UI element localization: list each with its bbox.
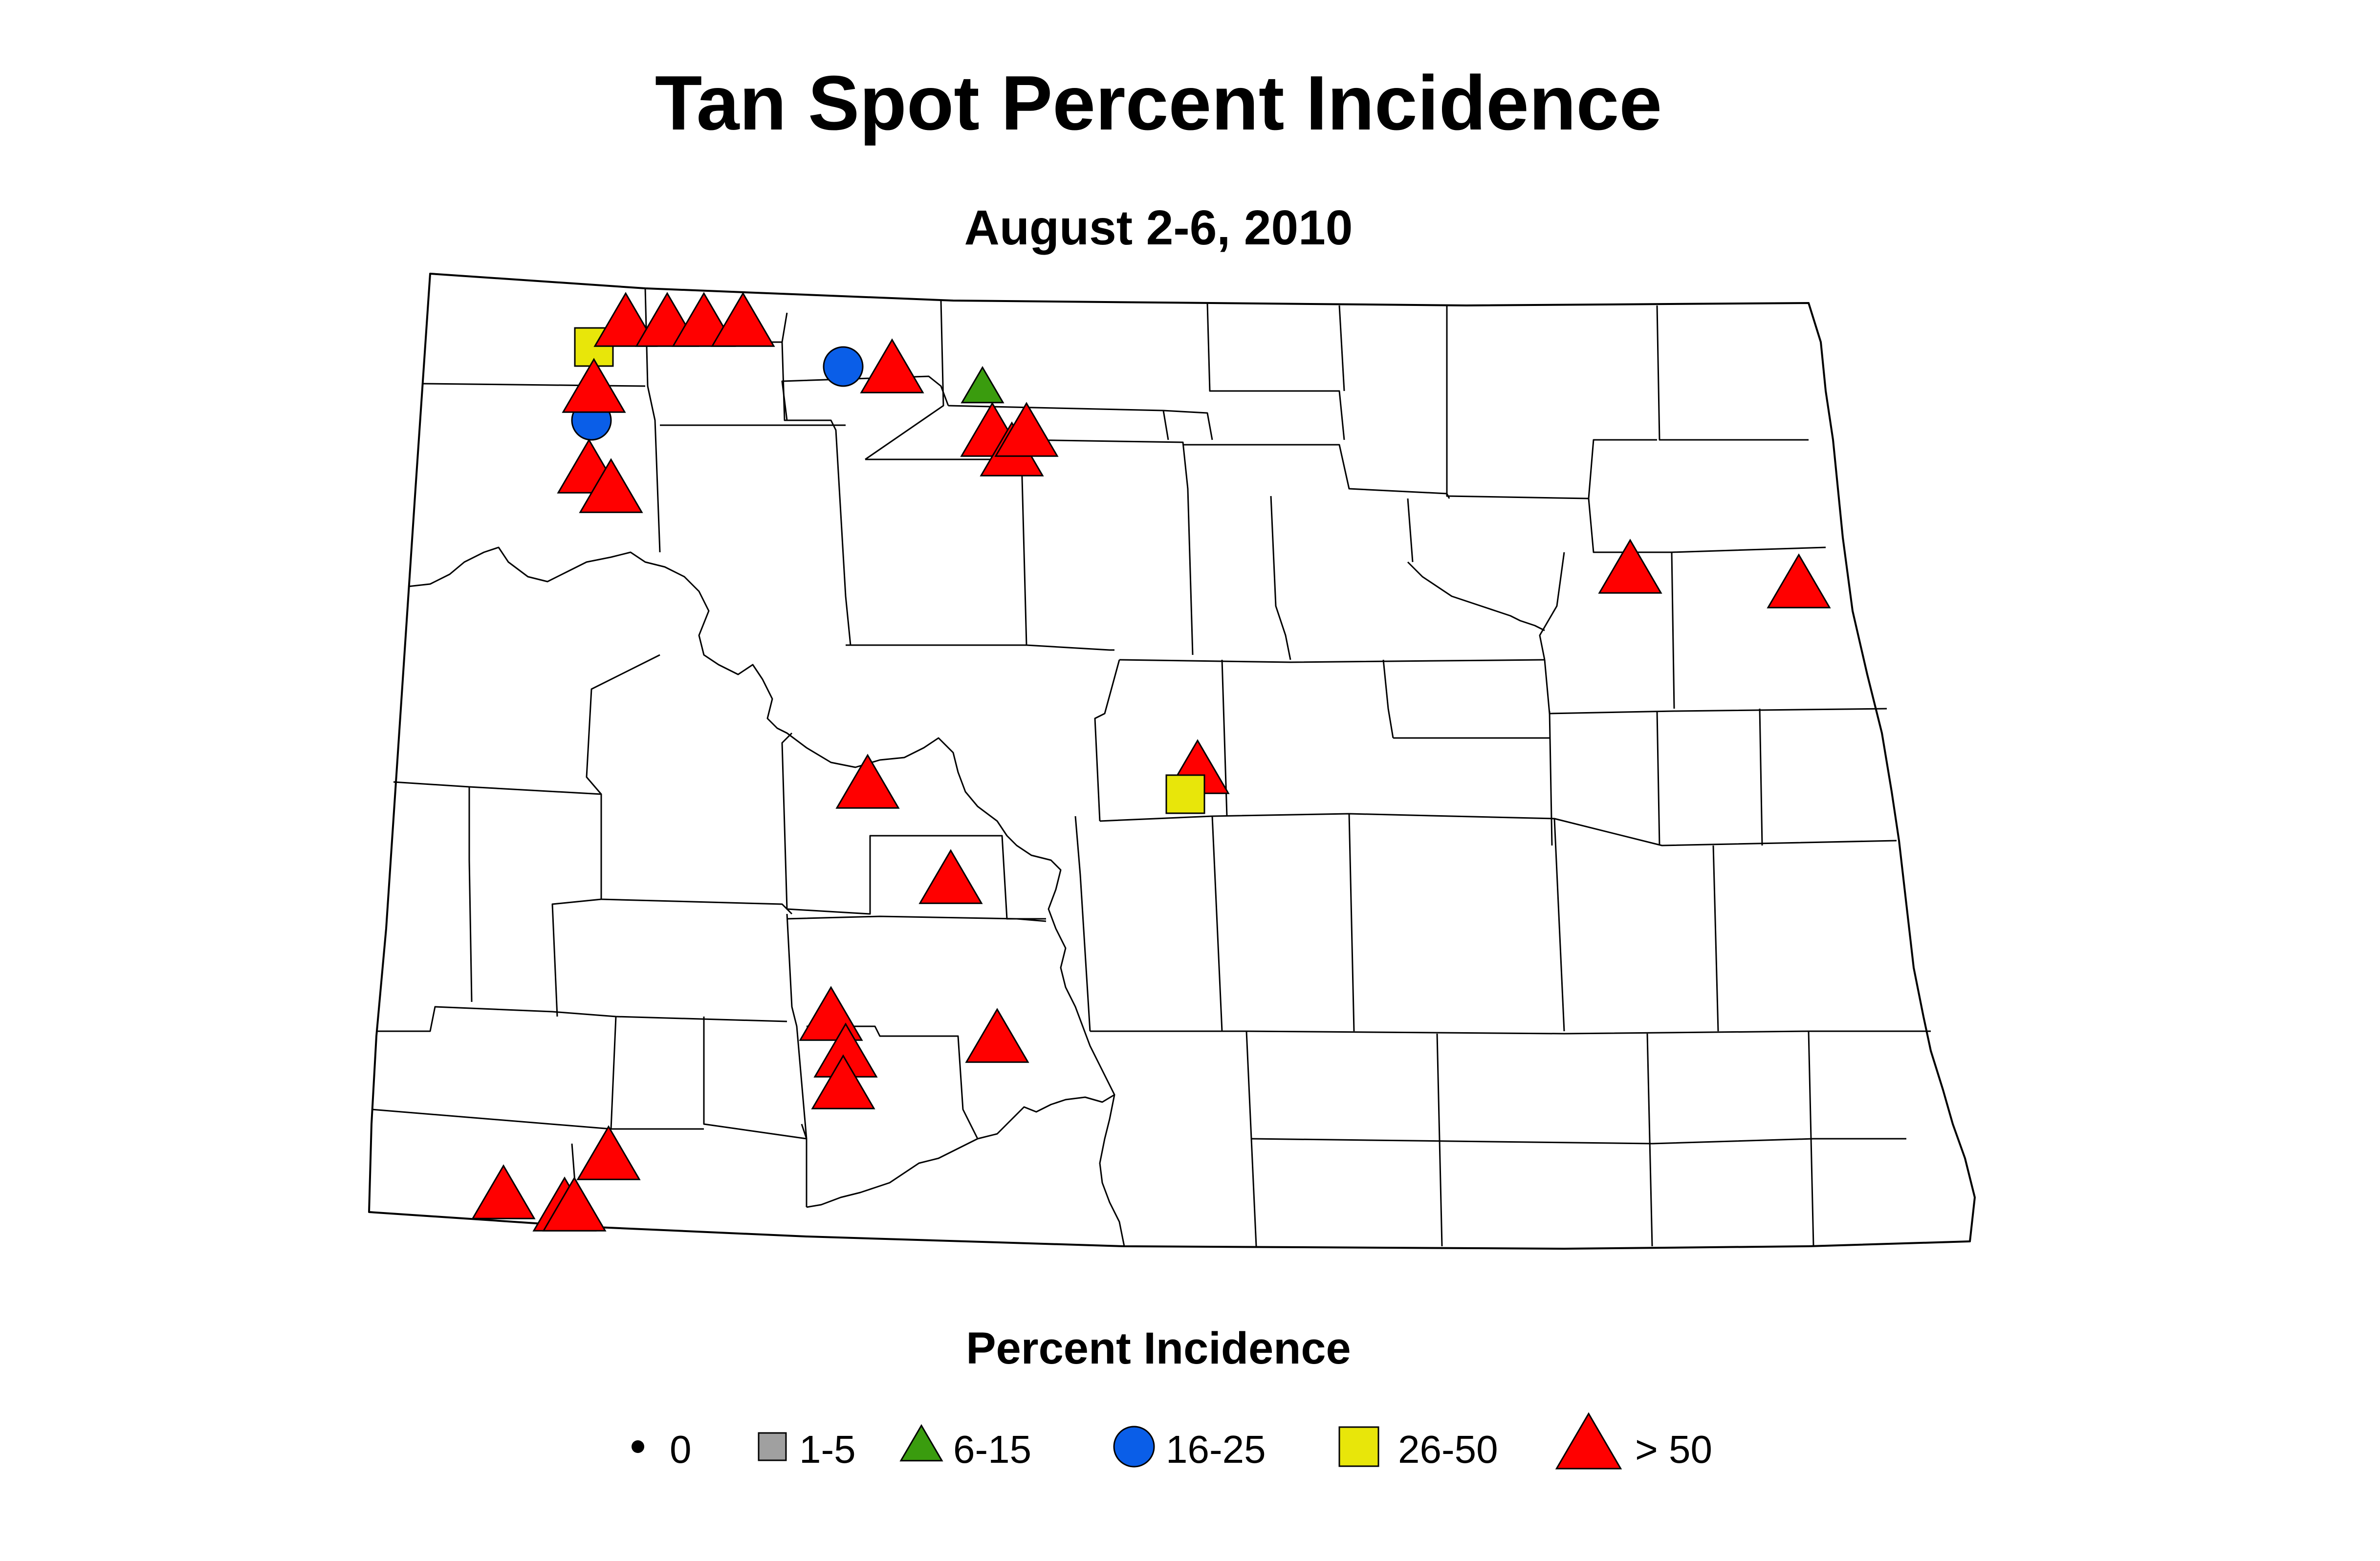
marker-50 bbox=[1767, 553, 1831, 608]
marker-50 bbox=[860, 338, 924, 393]
legend-symbol-2 bbox=[899, 1424, 943, 1462]
sheyenne-river bbox=[1407, 561, 1545, 631]
legend-items: 0 1-5 6-15 16-25 26-50 > 50 bbox=[632, 1412, 1712, 1471]
marker-50 bbox=[562, 358, 626, 413]
legend-label-2: 6-15 bbox=[953, 1428, 1031, 1471]
map-subtitle: August 2-6, 2010 bbox=[964, 200, 1353, 255]
marker-26-50 bbox=[1165, 774, 1205, 814]
legend-label-4: 26-50 bbox=[1398, 1428, 1498, 1471]
legend-symbol-4 bbox=[1338, 1426, 1379, 1467]
marker-50 bbox=[542, 1176, 607, 1232]
legend-symbol-3 bbox=[1113, 1426, 1155, 1468]
legend-symbol-0 bbox=[632, 1440, 644, 1453]
legend: Percent Incidence 0 1-5 6-15 16-25 26-50 > 50 bbox=[632, 1323, 1712, 1471]
county-boundaries bbox=[371, 288, 1931, 1247]
legend-title: Percent Incidence bbox=[966, 1323, 1351, 1373]
marker-50 bbox=[835, 754, 900, 809]
marker-50 bbox=[1598, 539, 1662, 594]
marker-50 bbox=[471, 1164, 536, 1219]
state-map bbox=[368, 273, 1976, 1250]
legend-label-1: 1-5 bbox=[799, 1428, 856, 1471]
missouri-river-south bbox=[1099, 1094, 1125, 1247]
marker-50 bbox=[811, 1054, 875, 1109]
marker-6-15 bbox=[961, 366, 1004, 404]
legend-label-0: 0 bbox=[670, 1428, 692, 1471]
marker-50 bbox=[994, 402, 1059, 457]
marker-50 bbox=[965, 1008, 1029, 1063]
marker-layer bbox=[471, 292, 1831, 1232]
marker-16-25 bbox=[823, 346, 864, 387]
legend-label-3: 16-25 bbox=[1166, 1428, 1266, 1471]
missouri-river bbox=[408, 546, 1115, 1208]
state-outline bbox=[368, 273, 1976, 1250]
legend-symbol-1 bbox=[758, 1432, 787, 1461]
legend-symbol-5 bbox=[1555, 1412, 1622, 1470]
marker-50 bbox=[918, 849, 983, 904]
marker-50 bbox=[576, 1125, 641, 1180]
map-title: Tan Spot Percent Incidence bbox=[655, 60, 1662, 146]
marker-50 bbox=[711, 292, 775, 347]
marker-50 bbox=[593, 292, 658, 347]
marker-50 bbox=[579, 458, 643, 513]
legend-label-5: > 50 bbox=[1635, 1428, 1712, 1471]
